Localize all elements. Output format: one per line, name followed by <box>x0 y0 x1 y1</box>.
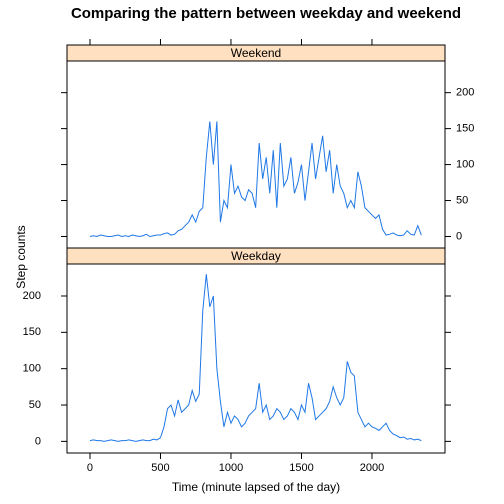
chart-title: Comparing the pattern between weekday an… <box>71 5 461 22</box>
x-axis-label: Time (minute lapsed of the day) <box>172 480 340 494</box>
y-tick-label: 200 <box>23 290 41 302</box>
y-tick-label: 50 <box>29 399 41 411</box>
data-line <box>89 121 422 238</box>
y-tick-label: 50 <box>456 194 468 206</box>
x-tick-label: 500 <box>151 462 169 474</box>
panel <box>66 60 446 249</box>
y-tick-label: 100 <box>23 363 41 375</box>
x-tick-label: 2000 <box>360 462 384 474</box>
y-tick-label: 0 <box>35 435 41 447</box>
y-tick-label: 0 <box>456 230 462 242</box>
y-tick-label: 150 <box>23 326 41 338</box>
strip-label: Weekday <box>231 249 281 263</box>
panel <box>66 263 446 454</box>
y-tick-label: 200 <box>456 87 474 99</box>
x-tick-label: 1500 <box>289 462 313 474</box>
y-tick-label: 150 <box>456 123 474 135</box>
x-tick-label: 1000 <box>219 462 243 474</box>
data-line <box>89 274 422 442</box>
y-tick-label: 100 <box>456 158 474 170</box>
x-tick-label: 0 <box>87 462 93 474</box>
strip-label: Weekend <box>231 46 281 60</box>
y-axis-label: Step counts <box>14 225 28 288</box>
